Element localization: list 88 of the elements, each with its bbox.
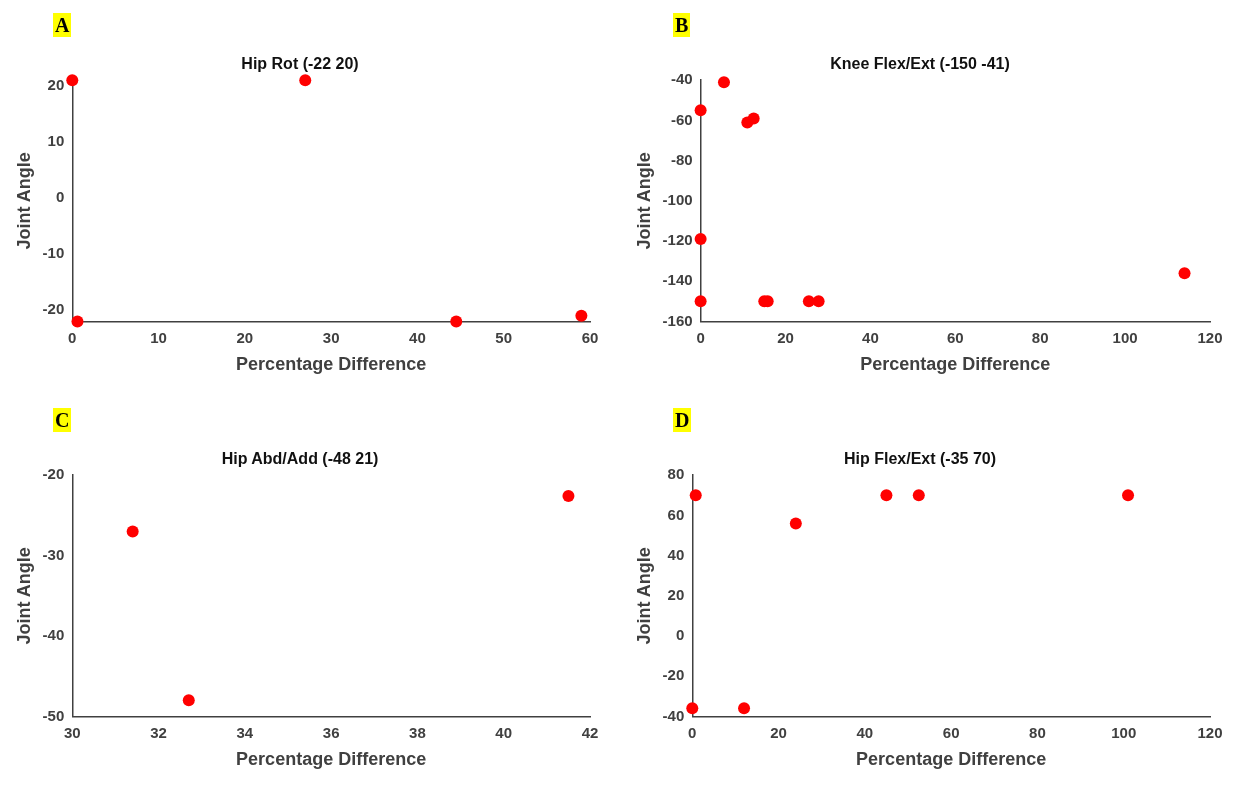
x-tick-label: 60 xyxy=(581,328,599,346)
y-tick-label: -120 xyxy=(662,231,693,249)
y-tick-label: 60 xyxy=(667,505,685,523)
y-tick-label: 80 xyxy=(667,465,685,483)
x-tick-label: 120 xyxy=(1197,328,1223,346)
point xyxy=(299,74,312,87)
x-tick-label: 0 xyxy=(696,328,705,346)
y-tick-label: -20 xyxy=(42,300,65,318)
point xyxy=(1122,489,1135,502)
x-tick-label: 10 xyxy=(150,328,167,346)
point xyxy=(562,490,575,503)
point xyxy=(747,112,760,125)
point xyxy=(880,489,893,502)
point xyxy=(71,315,84,328)
x-tick-label: 30 xyxy=(322,328,340,346)
x-tick-label: 80 xyxy=(1029,723,1046,741)
x-tick-label: 32 xyxy=(150,723,167,741)
x-tick-label: 100 xyxy=(1111,723,1137,741)
point xyxy=(686,702,699,715)
y-tick-label: 10 xyxy=(47,132,65,150)
y-tick-label: -60 xyxy=(670,110,693,128)
x-tick-label: 50 xyxy=(495,328,513,346)
point xyxy=(126,525,139,538)
point xyxy=(694,232,707,245)
point xyxy=(812,295,825,308)
y-axis-title: Joint Angle xyxy=(13,152,34,250)
text: C xyxy=(53,408,72,432)
point xyxy=(1178,267,1191,280)
y-tick-label: -40 xyxy=(42,626,65,644)
y-tick-label: 40 xyxy=(667,545,685,563)
x-tick-label: 20 xyxy=(236,328,254,346)
x-tick-label: 40 xyxy=(862,328,879,346)
point xyxy=(789,517,802,530)
x-tick-label: 42 xyxy=(581,723,599,741)
y-tick-label: 0 xyxy=(55,188,65,206)
x-tick-label: 30 xyxy=(63,723,81,741)
point xyxy=(694,104,707,117)
x-tick-label: 40 xyxy=(856,723,874,741)
y-tick-label: 20 xyxy=(667,585,685,603)
x-tick-label: 40 xyxy=(409,328,426,346)
x-axis-title: Percentage Difference xyxy=(236,749,427,770)
x-tick-label: 80 xyxy=(1031,328,1049,346)
text: A xyxy=(53,13,72,37)
x-tick-label: 40 xyxy=(495,723,513,741)
y-tick-label: -20 xyxy=(662,666,685,684)
x-tick-label: 36 xyxy=(322,723,340,741)
y-tick-label: -140 xyxy=(662,271,693,289)
y-tick-label: -100 xyxy=(662,190,693,208)
x-tick-label: 34 xyxy=(236,723,254,741)
chart-title: Knee Flex/Ext (-150 -41) xyxy=(830,55,1010,73)
y-tick-label: -160 xyxy=(662,311,693,329)
x-tick-label: 60 xyxy=(946,328,964,346)
x-tick-label: 20 xyxy=(777,328,794,346)
y-tick-label: -40 xyxy=(662,706,685,724)
y-tick-label: -50 xyxy=(42,706,65,724)
chart-title: Hip Abd/Add (-48 21) xyxy=(221,450,379,468)
y-tick-label: -20 xyxy=(42,465,65,483)
y-tick-label: 0 xyxy=(675,626,685,644)
x-axis-title: Percentage Difference xyxy=(856,749,1047,770)
x-tick-label: 100 xyxy=(1112,328,1138,346)
point xyxy=(694,295,707,308)
chart-title: Hip Flex/Ext (-35 70) xyxy=(843,450,997,468)
point xyxy=(912,489,925,502)
y-tick-label: 20 xyxy=(47,75,65,93)
x-axis-title: Percentage Difference xyxy=(860,354,1051,375)
x-tick-label: 60 xyxy=(942,723,960,741)
point xyxy=(182,694,195,707)
y-axis-title: Joint Angle xyxy=(633,547,654,645)
x-axis-title: Percentage Difference xyxy=(236,354,427,375)
y-axis-title: Joint Angle xyxy=(13,547,34,645)
chart-title: Hip Rot (-22 20) xyxy=(241,55,359,73)
x-tick-label: 20 xyxy=(770,723,787,741)
y-tick-label: -10 xyxy=(42,244,65,262)
y-tick-label: -30 xyxy=(42,545,65,563)
point xyxy=(575,309,588,322)
y-tick-label: -80 xyxy=(670,150,693,168)
x-tick-label: 120 xyxy=(1197,723,1223,741)
point xyxy=(738,702,751,715)
point xyxy=(66,74,79,87)
text: B xyxy=(673,13,691,37)
y-tick-label: -40 xyxy=(670,70,693,88)
point xyxy=(450,315,463,328)
point xyxy=(689,489,702,502)
x-tick-label: 38 xyxy=(409,723,426,741)
text: D xyxy=(673,408,692,432)
point xyxy=(717,76,730,89)
x-tick-label: 0 xyxy=(68,328,77,346)
y-axis-title: Joint Angle xyxy=(633,152,654,250)
